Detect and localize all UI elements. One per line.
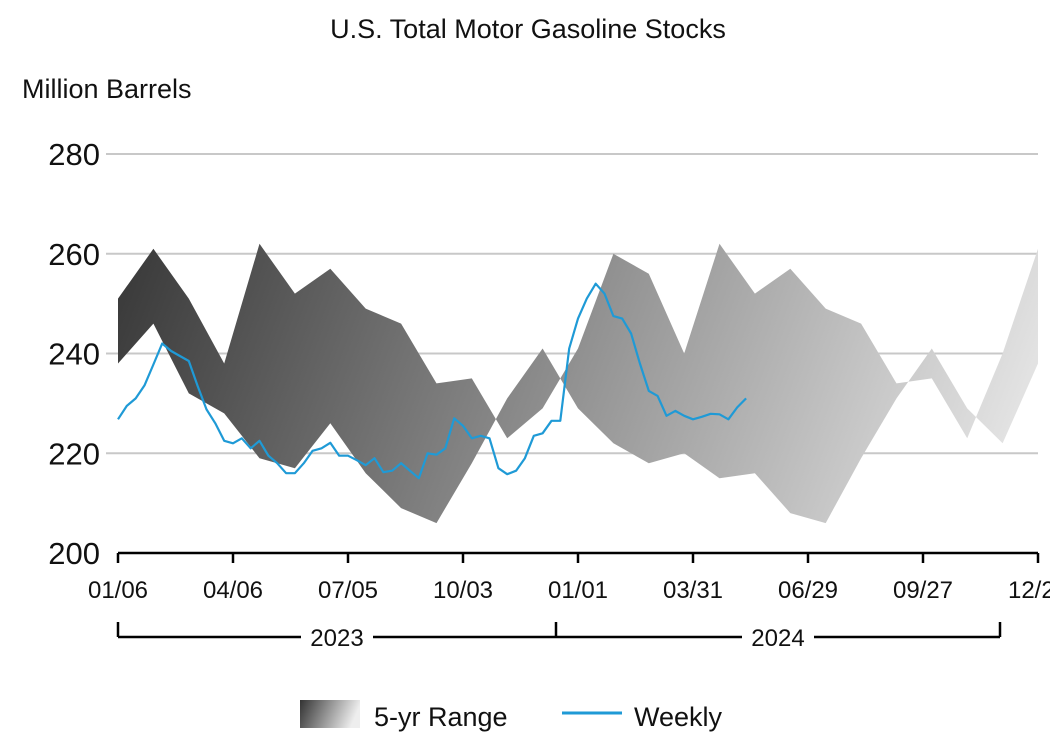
x-tick-label: 09/27 bbox=[893, 577, 953, 604]
year-label: 2023 bbox=[310, 625, 363, 652]
legend: 5-yr Range Weekly bbox=[300, 700, 723, 732]
x-tick-label: 03/31 bbox=[663, 577, 723, 604]
y-tick-label: 220 bbox=[48, 436, 100, 471]
legend-swatch-range bbox=[300, 700, 360, 728]
x-tick-label: 01/06 bbox=[88, 577, 148, 604]
five-year-range-area bbox=[118, 243, 1038, 524]
year-label: 2024 bbox=[751, 625, 804, 652]
y-tick-label: 260 bbox=[48, 237, 100, 272]
y-axis-label: Million Barrels bbox=[22, 74, 192, 104]
y-axis-ticks: 200 220 240 260 280 bbox=[48, 137, 100, 571]
y-tick-label: 280 bbox=[48, 137, 100, 172]
weekly-line bbox=[117, 282, 747, 480]
x-tick-label: 10/03 bbox=[433, 577, 493, 604]
y-tick-label: 240 bbox=[48, 337, 100, 372]
chart-title: U.S. Total Motor Gasoline Stocks bbox=[330, 14, 726, 44]
weekly-series bbox=[117, 282, 747, 480]
x-tick-label: 06/29 bbox=[778, 577, 838, 604]
x-tick-label: 07/05 bbox=[318, 577, 378, 604]
x-tick-label: 04/06 bbox=[203, 577, 263, 604]
legend-label-range: 5-yr Range bbox=[374, 702, 508, 732]
five-year-range-band bbox=[118, 243, 1038, 524]
x-axis: 01/06 04/06 07/05 10/03 01/01 03/31 06/29 09/27… bbox=[88, 551, 1050, 604]
year-brackets: 2023 2024 bbox=[116, 622, 1002, 652]
legend-label-weekly: Weekly bbox=[634, 702, 723, 732]
y-tick-label: 200 bbox=[48, 536, 100, 571]
x-tick-label: 01/01 bbox=[548, 577, 608, 604]
x-tick-label: 12/26 bbox=[1008, 577, 1050, 604]
